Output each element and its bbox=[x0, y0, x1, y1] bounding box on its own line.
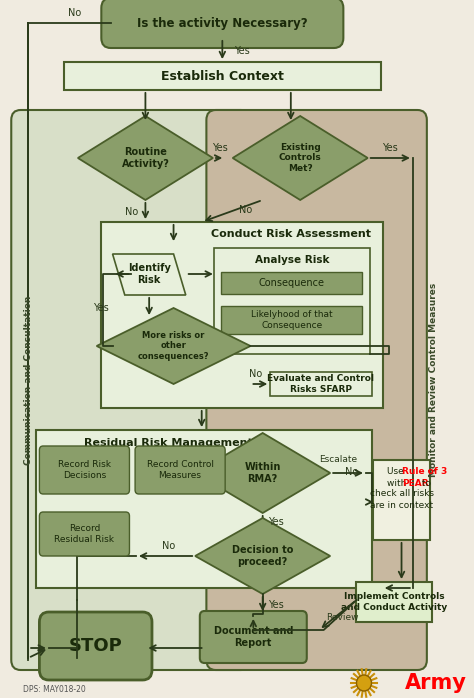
Text: Within
RMA?: Within RMA? bbox=[245, 462, 281, 484]
Text: check all risks: check all risks bbox=[370, 489, 434, 498]
Text: Record Control
Measures: Record Control Measures bbox=[146, 460, 214, 480]
Text: Review: Review bbox=[326, 614, 359, 623]
Text: DPS: MAY018-20: DPS: MAY018-20 bbox=[23, 685, 86, 695]
Polygon shape bbox=[78, 116, 213, 200]
Text: Establish Context: Establish Context bbox=[161, 70, 284, 82]
FancyBboxPatch shape bbox=[200, 611, 307, 663]
Text: Yes: Yes bbox=[93, 303, 109, 313]
FancyBboxPatch shape bbox=[221, 272, 362, 294]
Text: to: to bbox=[419, 479, 431, 487]
Text: Escalate: Escalate bbox=[319, 456, 357, 464]
Text: Yes: Yes bbox=[212, 143, 228, 153]
FancyBboxPatch shape bbox=[11, 110, 250, 670]
Polygon shape bbox=[195, 433, 330, 513]
Text: Consequence: Consequence bbox=[259, 278, 325, 288]
Text: Decision to
proceed?: Decision to proceed? bbox=[232, 545, 293, 567]
FancyBboxPatch shape bbox=[270, 372, 372, 396]
FancyBboxPatch shape bbox=[374, 460, 429, 540]
Polygon shape bbox=[97, 308, 250, 384]
Text: Record Risk
Decisions: Record Risk Decisions bbox=[58, 460, 111, 480]
Text: No: No bbox=[249, 369, 263, 379]
FancyBboxPatch shape bbox=[356, 582, 431, 622]
Text: Document and
Report: Document and Report bbox=[214, 626, 293, 648]
Text: More risks or
other
consequences?: More risks or other consequences? bbox=[138, 331, 210, 361]
Text: Conduct Risk Assessment: Conduct Risk Assessment bbox=[211, 229, 371, 239]
FancyBboxPatch shape bbox=[39, 512, 129, 556]
Text: Army: Army bbox=[405, 673, 467, 693]
Text: PEAR: PEAR bbox=[402, 479, 429, 487]
FancyBboxPatch shape bbox=[214, 248, 370, 354]
Text: Evaluate and Control
Risks SFARP: Evaluate and Control Risks SFARP bbox=[267, 374, 374, 394]
FancyBboxPatch shape bbox=[64, 62, 381, 90]
Text: No: No bbox=[125, 207, 138, 217]
FancyBboxPatch shape bbox=[39, 446, 129, 494]
Polygon shape bbox=[195, 518, 330, 594]
Text: Existing
Controls
Met?: Existing Controls Met? bbox=[279, 143, 321, 173]
Text: with: with bbox=[386, 479, 409, 487]
Text: Yes: Yes bbox=[268, 600, 283, 610]
Text: Yes: Yes bbox=[383, 143, 398, 153]
Text: Communication and Consultation: Communication and Consultation bbox=[24, 295, 33, 465]
Text: Routine
Activity?: Routine Activity? bbox=[121, 147, 169, 169]
Text: Residual Risk Management: Residual Risk Management bbox=[84, 438, 253, 448]
Text: Analyse Risk: Analyse Risk bbox=[255, 255, 329, 265]
FancyBboxPatch shape bbox=[206, 110, 427, 670]
Polygon shape bbox=[113, 254, 186, 295]
Text: Yes: Yes bbox=[234, 46, 249, 56]
FancyBboxPatch shape bbox=[101, 0, 343, 48]
FancyBboxPatch shape bbox=[221, 306, 362, 334]
Text: Rule of 3: Rule of 3 bbox=[401, 468, 447, 477]
Text: Likelyhood of that
Consequence: Likelyhood of that Consequence bbox=[251, 311, 333, 329]
Polygon shape bbox=[233, 116, 368, 200]
Text: Implement Controls
and Conduct Activity: Implement Controls and Conduct Activity bbox=[341, 593, 447, 611]
FancyBboxPatch shape bbox=[135, 446, 225, 494]
Text: Yes: Yes bbox=[268, 517, 283, 527]
Text: No: No bbox=[345, 467, 358, 477]
Text: Record
Residual Risk: Record Residual Risk bbox=[55, 524, 114, 544]
Text: No: No bbox=[162, 541, 175, 551]
Text: Monitor and Review Control Measures: Monitor and Review Control Measures bbox=[429, 283, 438, 477]
Text: STOP: STOP bbox=[69, 637, 123, 655]
Text: Use: Use bbox=[386, 468, 406, 477]
Circle shape bbox=[356, 675, 372, 691]
FancyBboxPatch shape bbox=[101, 222, 383, 408]
Text: No: No bbox=[239, 205, 253, 215]
FancyBboxPatch shape bbox=[39, 612, 152, 680]
FancyBboxPatch shape bbox=[36, 430, 372, 588]
Text: are in context: are in context bbox=[370, 500, 433, 510]
Text: No: No bbox=[68, 8, 82, 18]
Text: Is the activity Necessary?: Is the activity Necessary? bbox=[137, 17, 308, 29]
Text: Identify
Risk: Identify Risk bbox=[128, 263, 171, 285]
